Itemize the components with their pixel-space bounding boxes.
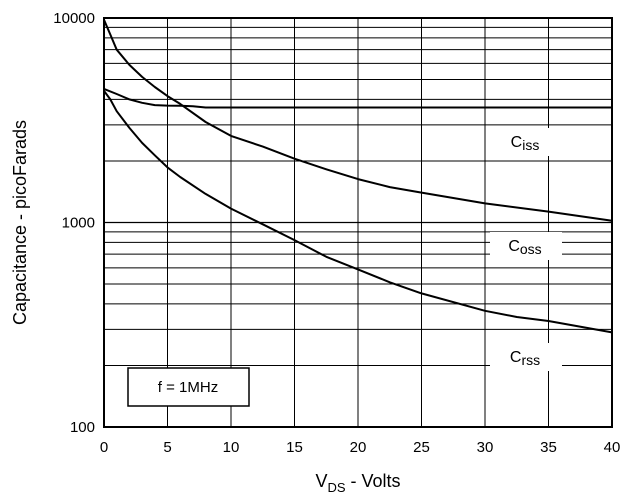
series-line [103,90,613,334]
x-tick-label: 0 [100,439,108,456]
series-label-main: C [511,134,523,151]
x-axis-label-sub: DS [327,480,345,495]
x-tick-label: 5 [163,439,171,456]
series-line [103,19,613,222]
y-tick-label: 1000 [62,215,95,232]
series-label-sub: rss [521,352,540,368]
series-label-background [490,128,562,156]
series-label-sub: iss [522,137,539,153]
x-tick-label: 10 [223,439,240,456]
series-label: Crss [510,349,540,368]
series-label: Coss [508,238,541,257]
tick-labels: 0 5 10 15 20 25 30 35 40 100 1000 10000 [53,10,620,456]
x-tick-label: 25 [413,439,430,456]
plot-frame [103,17,613,428]
series-line [103,87,612,109]
series-label-sub: oss [520,241,542,257]
y-tick-label: 100 [70,419,95,436]
x-axis-label: VDS - Volts [315,471,400,495]
x-tick-label: 20 [350,439,367,456]
frequency-annotation: f = 1MHz [158,379,218,396]
y-tick-label: 10000 [53,10,95,27]
series-label: Ciss [511,134,540,153]
series-label-background [490,343,562,371]
x-tick-label: 35 [540,439,557,456]
series-curves [103,19,613,334]
x-tick-label: 40 [604,439,621,456]
x-tick-label: 30 [477,439,494,456]
annotation-box: f = 1MHz [127,367,250,407]
x-axis-label-rest: - Volts [346,471,401,491]
y-axis-label: Capacitance - picoFarads [10,120,30,325]
series-label-main: C [510,349,522,366]
x-tick-label: 15 [286,439,303,456]
x-axis-label-main: V [315,471,327,491]
series-label-main: C [508,238,520,255]
annotation-frame [127,367,250,407]
series-label-background [490,232,562,260]
